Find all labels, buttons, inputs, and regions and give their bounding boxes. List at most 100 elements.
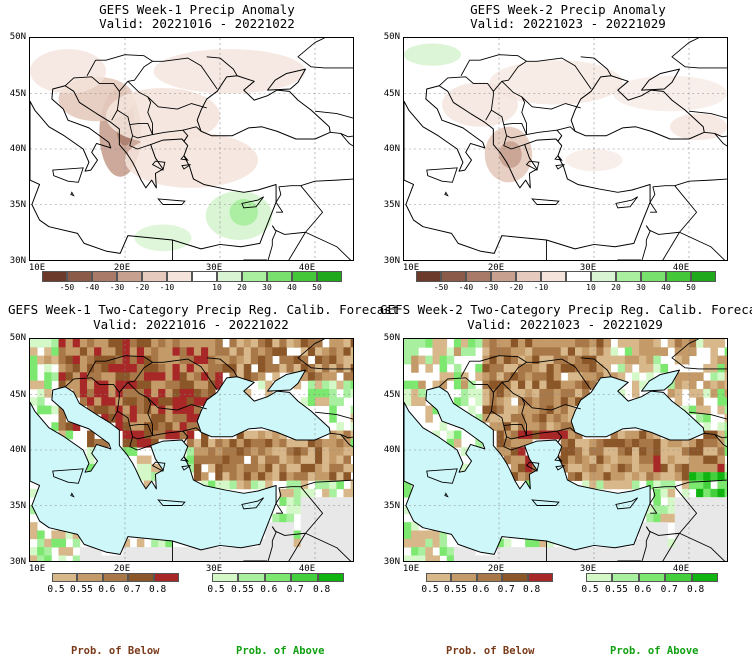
country-border <box>438 76 494 121</box>
forecast-cell <box>653 347 661 357</box>
island-coast <box>52 167 84 183</box>
forecast-cell <box>222 555 230 561</box>
forecast-cell <box>44 355 52 365</box>
anomaly-region <box>489 60 623 105</box>
forecast-cell <box>158 422 166 431</box>
forecast-cell <box>411 538 419 548</box>
forecast-cell <box>329 463 337 473</box>
forecast-cell <box>307 513 316 523</box>
forecast-cell <box>624 555 633 561</box>
forecast-cell <box>717 339 725 348</box>
anomaly-region <box>613 75 727 112</box>
lon-label-40e: 40E <box>672 263 690 273</box>
forecast-cell <box>129 347 138 357</box>
forecast-cell <box>639 339 647 348</box>
forecast-cell <box>229 555 237 561</box>
forecast-cell <box>653 363 661 373</box>
forecast-cell <box>660 472 669 481</box>
forecast-cell <box>689 555 697 561</box>
forecast-cell <box>589 347 597 357</box>
country-border <box>671 339 727 370</box>
forecast-cell <box>710 505 718 515</box>
forecast-cell <box>208 380 216 390</box>
country-border <box>556 126 576 132</box>
forecast-cell <box>286 488 295 498</box>
forecast-cell <box>179 380 188 390</box>
forecast-cell <box>336 513 344 523</box>
forecast-cell <box>243 472 252 481</box>
forecast-cell <box>322 497 330 506</box>
forecast-cell <box>603 438 611 448</box>
forecast-cell <box>667 472 676 481</box>
forecast-cell <box>151 472 159 481</box>
forecast-cell <box>101 555 109 561</box>
forecast-cell <box>208 555 216 561</box>
forecast-cell <box>229 455 237 465</box>
forecast-cell <box>582 547 590 556</box>
forecast-cell <box>315 438 323 448</box>
forecast-cell <box>418 547 426 556</box>
anomaly-region <box>125 132 258 188</box>
forecast-cell <box>624 438 633 448</box>
forecast-cell <box>336 472 344 481</box>
forecast-cell <box>350 513 353 523</box>
forecast-cell <box>293 455 302 465</box>
lat-label-35n: 35N <box>9 501 26 511</box>
probability-tick-label: 0.55 <box>230 584 254 595</box>
forecast-cell <box>44 547 52 556</box>
island-coast <box>426 468 458 484</box>
forecast-cell <box>208 388 216 398</box>
forecast-cell <box>122 430 131 440</box>
forecast-cell <box>65 422 74 431</box>
below-probability-colorbar <box>426 573 553 582</box>
forecast-cell <box>87 380 95 390</box>
forecast-cell <box>87 405 95 415</box>
country-border <box>119 60 153 92</box>
forecast-cell <box>689 388 697 398</box>
forecast-cell <box>243 347 252 357</box>
forecast-cell <box>279 497 287 506</box>
country-border <box>267 526 277 561</box>
forecast-cell <box>101 438 109 448</box>
forecast-cell <box>696 455 704 465</box>
forecast-cell <box>136 455 145 465</box>
forecast-cell <box>496 422 505 431</box>
forecast-cell <box>165 397 173 406</box>
forecast-cell <box>272 447 280 456</box>
forecast-cell <box>265 522 273 531</box>
forecast-cell <box>510 339 519 348</box>
forecast-cell <box>724 363 727 373</box>
forecast-cell <box>582 555 590 561</box>
forecast-cell <box>575 555 583 561</box>
lat-label-50n: 50N <box>9 32 26 42</box>
forecast-cell <box>582 339 590 348</box>
forecast-cell <box>696 530 704 540</box>
forecast-cell <box>300 438 309 448</box>
forecast-cell <box>681 480 690 490</box>
forecast-cell <box>482 347 490 357</box>
forecast-cell <box>617 388 626 398</box>
probability-colorbar-swatch <box>102 573 129 582</box>
forecast-cell <box>681 347 690 357</box>
forecast-cell <box>300 488 309 498</box>
forecast-cell <box>560 388 569 398</box>
forecast-cell <box>201 380 209 390</box>
forecast-cell <box>517 388 526 398</box>
forecast-cell <box>489 363 497 373</box>
forecast-cell <box>72 347 81 357</box>
forecast-cell <box>582 363 590 373</box>
forecast-cell <box>510 363 519 373</box>
forecast-cell <box>674 455 683 465</box>
forecast-cell <box>58 380 67 390</box>
forecast-cell <box>322 488 330 498</box>
forecast-cell <box>143 430 152 440</box>
forecast-cell <box>350 347 353 357</box>
forecast-cell <box>243 388 252 398</box>
forecast-cell <box>724 472 727 481</box>
forecast-cell <box>681 513 690 523</box>
forecast-cell <box>724 405 727 415</box>
forecast-cell <box>300 480 309 490</box>
country-border <box>580 56 612 76</box>
forecast-cell <box>193 472 202 481</box>
forecast-cell <box>674 472 683 481</box>
